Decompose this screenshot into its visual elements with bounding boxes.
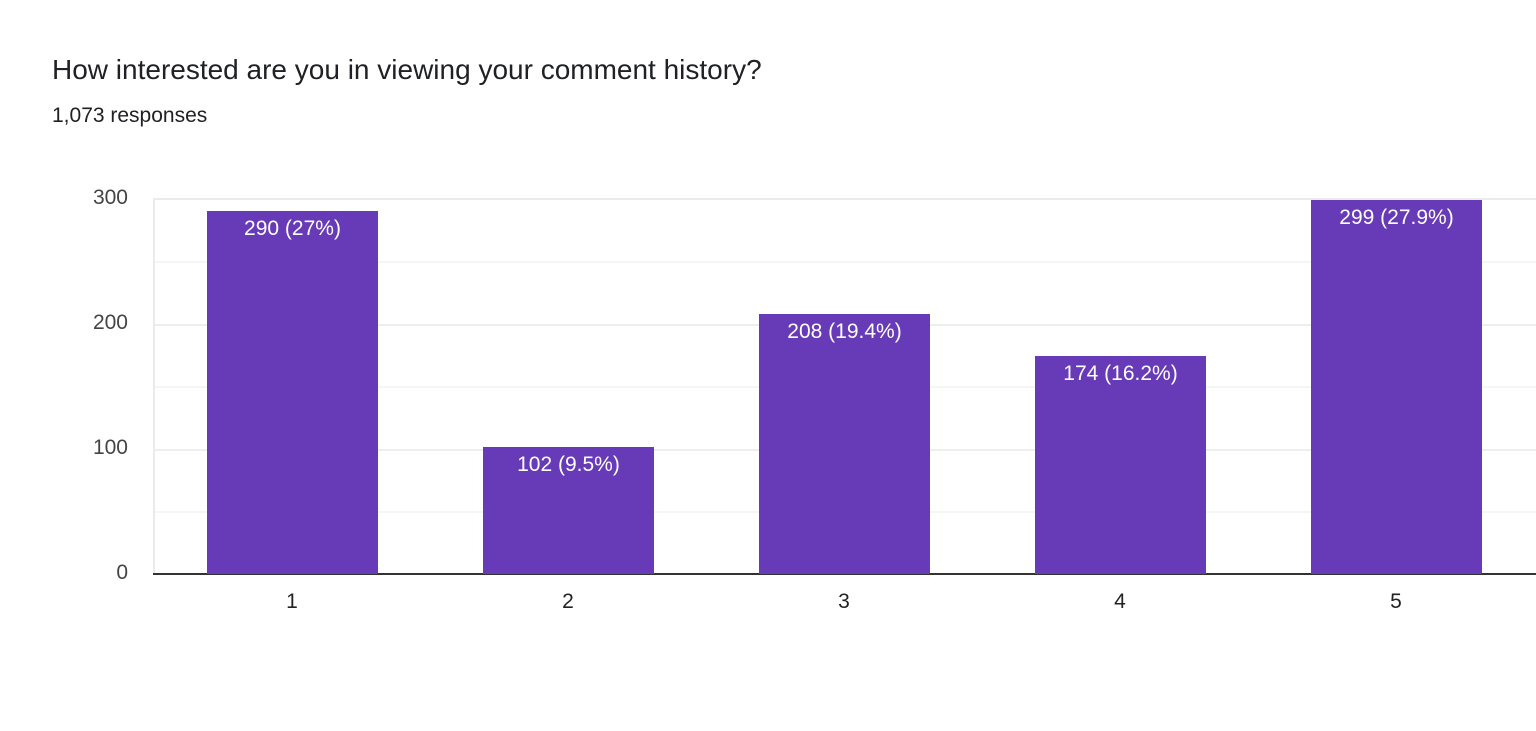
y-tick-0: 0 [116, 561, 128, 584]
bar-1[interactable]: 290 (27%) [207, 211, 378, 574]
y-tick-200: 200 [92, 311, 128, 334]
x-tick-2: 2 [562, 590, 574, 613]
y-tick-100: 100 [92, 436, 128, 459]
x-tick-1: 1 [286, 590, 298, 613]
gridline-250 [155, 261, 1536, 263]
bar-2[interactable]: 102 (9.5%) [483, 447, 654, 574]
x-tick-4: 4 [1114, 590, 1126, 613]
chart-title: How interested are you in viewing your c… [52, 54, 762, 85]
bar-label: 299 (27.9%) [1339, 206, 1454, 229]
x-tick-5: 5 [1390, 590, 1402, 613]
bar-label: 102 (9.5%) [517, 453, 620, 476]
bar-3[interactable]: 208 (19.4%) [759, 314, 930, 574]
bar-label: 208 (19.4%) [787, 320, 902, 343]
response-count: 1,073 responses [52, 104, 208, 127]
x-axis-baseline [153, 573, 1536, 575]
bar-5[interactable]: 299 (27.9%) [1311, 200, 1482, 574]
y-tick-300: 300 [92, 186, 128, 209]
bar-label: 174 (16.2%) [1063, 362, 1178, 385]
x-tick-3: 3 [838, 590, 850, 613]
bar-label: 290 (27%) [244, 217, 341, 240]
bar-4[interactable]: 174 (16.2%) [1035, 356, 1206, 574]
